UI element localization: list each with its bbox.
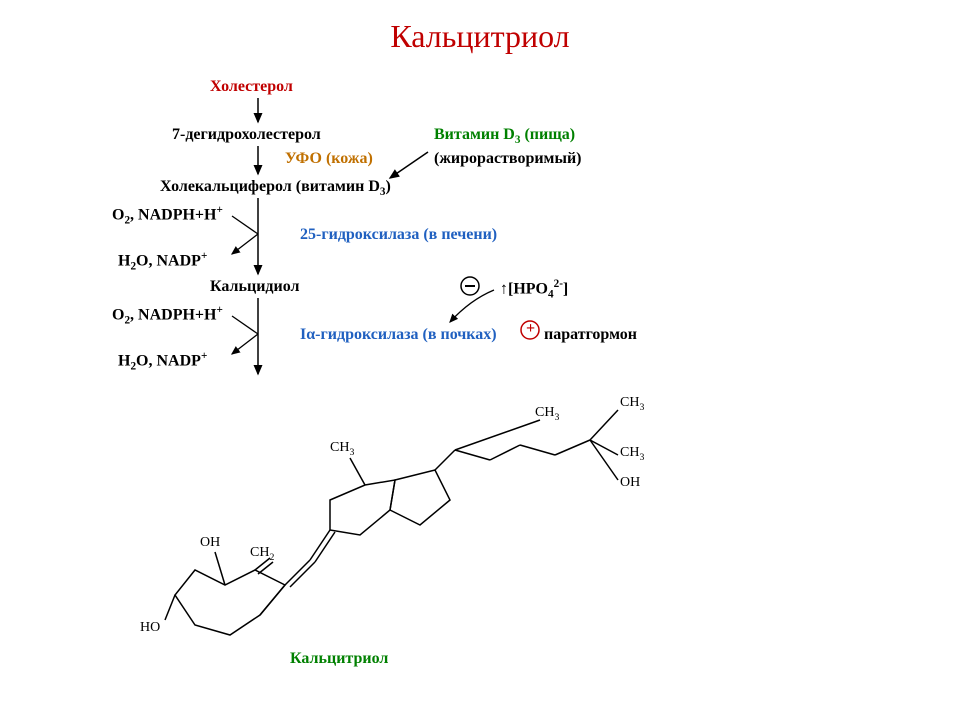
lbl-vitd3food: Витамин D3 (пища): [434, 126, 575, 146]
lbl-hydrox1a: Iα-гидроксилаза (в почках): [300, 326, 497, 344]
structure-name: Кальцитриол: [290, 650, 388, 668]
lbl-calcidiol: Кальцидиол: [210, 278, 299, 296]
atom-ch3a: CH3: [535, 405, 559, 423]
lbl-cholesterol: Холестерол: [210, 78, 293, 96]
atom-ch2: CH2: [250, 545, 274, 563]
plus-symbol: +: [526, 320, 535, 338]
lbl-hydrox25: 25-гидроксилаза (в печени): [300, 226, 497, 244]
lbl-react2-out: H2O, NADP+: [118, 350, 207, 373]
lbl-fatsoluble: (жирорастворимый): [434, 150, 582, 168]
atom-ch3b: CH3: [620, 395, 644, 413]
lbl-react2-in: O2, NADPH+H+: [112, 304, 223, 327]
lbl-uvo: УФО (кожа): [285, 150, 373, 168]
atom-ho: HO: [140, 620, 160, 636]
atom-ch3c: CH3: [620, 445, 644, 463]
atom-ch3d: CH3: [330, 440, 354, 458]
lbl-react1-in: O2, NADPH+H+: [112, 204, 223, 227]
lbl-parathormone: паратгормон: [544, 326, 637, 344]
page-title: Кальцитриол: [0, 18, 960, 55]
atom-oh-b: OH: [200, 535, 220, 551]
atom-oh-a: OH: [620, 475, 640, 491]
lbl-react1-out: H2O, NADP+: [118, 250, 207, 273]
lbl-cholecalciferol: Холекальциферол (витамин D3): [160, 178, 391, 198]
lbl-hpo4: ↑[HPO42-]: [500, 278, 568, 301]
lbl-dehydro: 7-дегидрохолестерол: [172, 126, 321, 144]
